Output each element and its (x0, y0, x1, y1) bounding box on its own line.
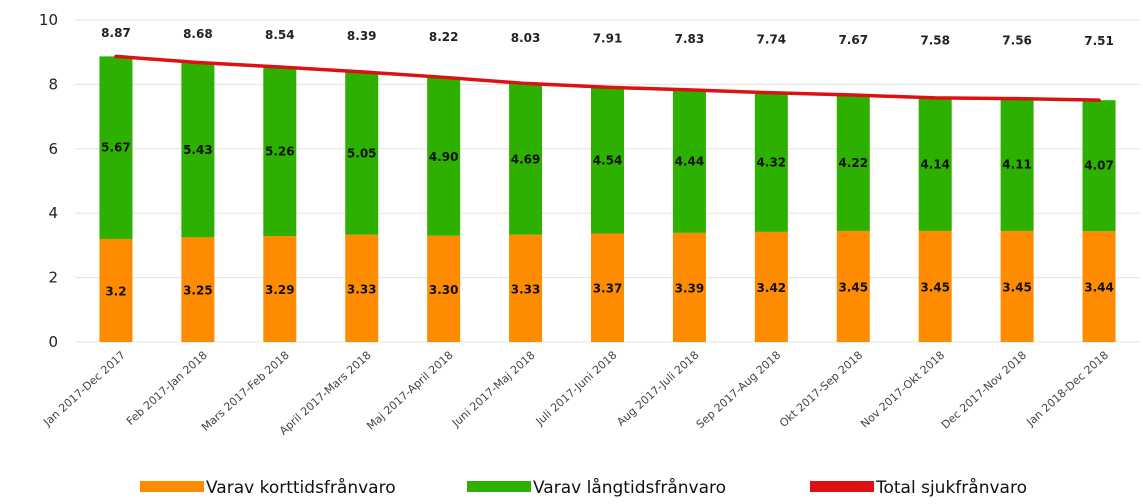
bar-korttid (918, 230, 952, 342)
data-label-langtid: 4.44 (675, 154, 705, 168)
x-tick-label: Dec 2017-Nov 2018 (939, 349, 1029, 432)
bar-langtid (509, 83, 543, 235)
bar-korttid (345, 234, 379, 342)
x-tick-label: Feb 2017-Jan 2018 (124, 349, 210, 428)
x-tick-label: Aug 2017-Juli 2018 (614, 349, 701, 429)
data-label-langtid: 4.07 (1084, 159, 1114, 173)
bar-langtid (1000, 98, 1034, 231)
x-tick-label: Juni 2017-Maj 2018 (449, 349, 538, 431)
bar-korttid (99, 238, 133, 342)
data-label-langtid: 5.67 (101, 141, 131, 155)
x-tick-label: April 2017-Mars 2018 (277, 349, 374, 438)
legend-label: Varav långtidsfrånvaro (533, 477, 726, 498)
x-tick-label: Mars 2017-Feb 2018 (199, 349, 292, 434)
data-label-langtid: 4.11 (1002, 158, 1032, 172)
data-label-langtid: 4.14 (920, 157, 950, 171)
data-label-langtid: 5.26 (265, 144, 295, 158)
data-label-langtid: 4.54 (593, 153, 623, 167)
bar-langtid (99, 56, 133, 239)
bar-korttid (181, 237, 215, 342)
legend-swatch (140, 481, 204, 492)
bar-langtid (345, 72, 379, 235)
x-tick-label: Juli 2017-Juni 2018 (533, 349, 620, 429)
bar-korttid (754, 231, 788, 342)
bar-langtid (754, 92, 788, 232)
data-label-korttid: 3.45 (1002, 280, 1032, 294)
data-label-total: 7.74 (757, 33, 787, 47)
data-label-langtid: 4.69 (511, 152, 541, 166)
y-tick-label: 2 (48, 269, 58, 287)
legend-label: Total sjukfrånvaro (875, 477, 1027, 498)
data-label-total: 7.67 (838, 33, 868, 47)
bar-langtid (1082, 100, 1116, 232)
y-tick-label: 4 (48, 204, 58, 222)
total-line (114, 54, 1101, 102)
bar-korttid (263, 236, 297, 342)
data-label-total: 8.39 (347, 29, 377, 43)
data-label-total: 8.22 (429, 30, 459, 44)
data-label-korttid: 3.42 (757, 281, 787, 295)
data-label-langtid: 4.90 (429, 150, 459, 164)
x-tick-label: Nov 2017-Okt 2018 (858, 349, 947, 431)
x-tick-label: Jan 2018-Dec 2018 (1023, 349, 1111, 430)
legend-swatch (810, 481, 874, 492)
bar-langtid (918, 97, 952, 231)
x-tick-label: Okt 2017-Sep 2018 (777, 349, 865, 430)
data-label-total: 7.51 (1084, 34, 1114, 48)
data-label-total: 8.87 (101, 26, 131, 40)
data-label-korttid: 3.2 (105, 284, 126, 298)
data-label-langtid: 4.32 (757, 155, 787, 169)
y-tick-label: 10 (39, 11, 58, 29)
y-tick-label: 6 (48, 140, 58, 158)
legend-swatch (467, 481, 531, 492)
bar-korttid (1000, 230, 1034, 342)
bar-langtid (672, 89, 706, 233)
data-label-langtid: 5.05 (347, 146, 377, 160)
data-label-korttid: 3.25 (183, 284, 213, 298)
bar-korttid (1082, 231, 1116, 342)
data-label-total: 7.56 (1002, 34, 1032, 48)
bar-korttid (591, 233, 624, 342)
data-label-langtid: 5.43 (183, 143, 213, 157)
bar-korttid (427, 235, 461, 342)
data-label-korttid: 3.33 (511, 282, 541, 296)
bar-korttid (509, 234, 543, 342)
data-label-total: 8.54 (265, 28, 295, 42)
data-label-korttid: 3.45 (920, 280, 950, 294)
x-tick-label: Sep 2017-Aug 2018 (694, 349, 784, 432)
y-tick-label: 0 (48, 333, 58, 351)
data-label-total: 7.91 (593, 32, 623, 46)
y-tick-label: 8 (48, 75, 58, 93)
data-label-korttid: 3.37 (593, 282, 623, 296)
legend-label: Varav korttidsfrånvaro (206, 477, 396, 498)
bar-langtid (591, 87, 624, 234)
data-label-korttid: 3.29 (265, 283, 295, 297)
data-label-korttid: 3.45 (838, 280, 868, 294)
data-label-korttid: 3.39 (675, 281, 705, 295)
data-label-korttid: 3.33 (347, 282, 377, 296)
data-label-total: 7.58 (920, 33, 950, 47)
bar-langtid (836, 95, 870, 231)
bar-korttid (672, 232, 706, 342)
data-label-total: 8.03 (511, 31, 541, 45)
x-tick-label: Maj 2017-April 2018 (364, 349, 455, 433)
bar-langtid (263, 66, 297, 237)
data-label-korttid: 3.30 (429, 283, 459, 297)
data-label-total: 8.68 (183, 27, 213, 41)
data-label-langtid: 4.22 (838, 156, 868, 170)
bar-langtid (181, 62, 215, 238)
data-label-total: 7.83 (675, 32, 705, 46)
x-tick-label: Jan 2017-Dec 2017 (40, 349, 128, 430)
bar-langtid (427, 77, 461, 236)
bar-korttid (836, 230, 870, 342)
data-label-korttid: 3.44 (1084, 281, 1114, 295)
